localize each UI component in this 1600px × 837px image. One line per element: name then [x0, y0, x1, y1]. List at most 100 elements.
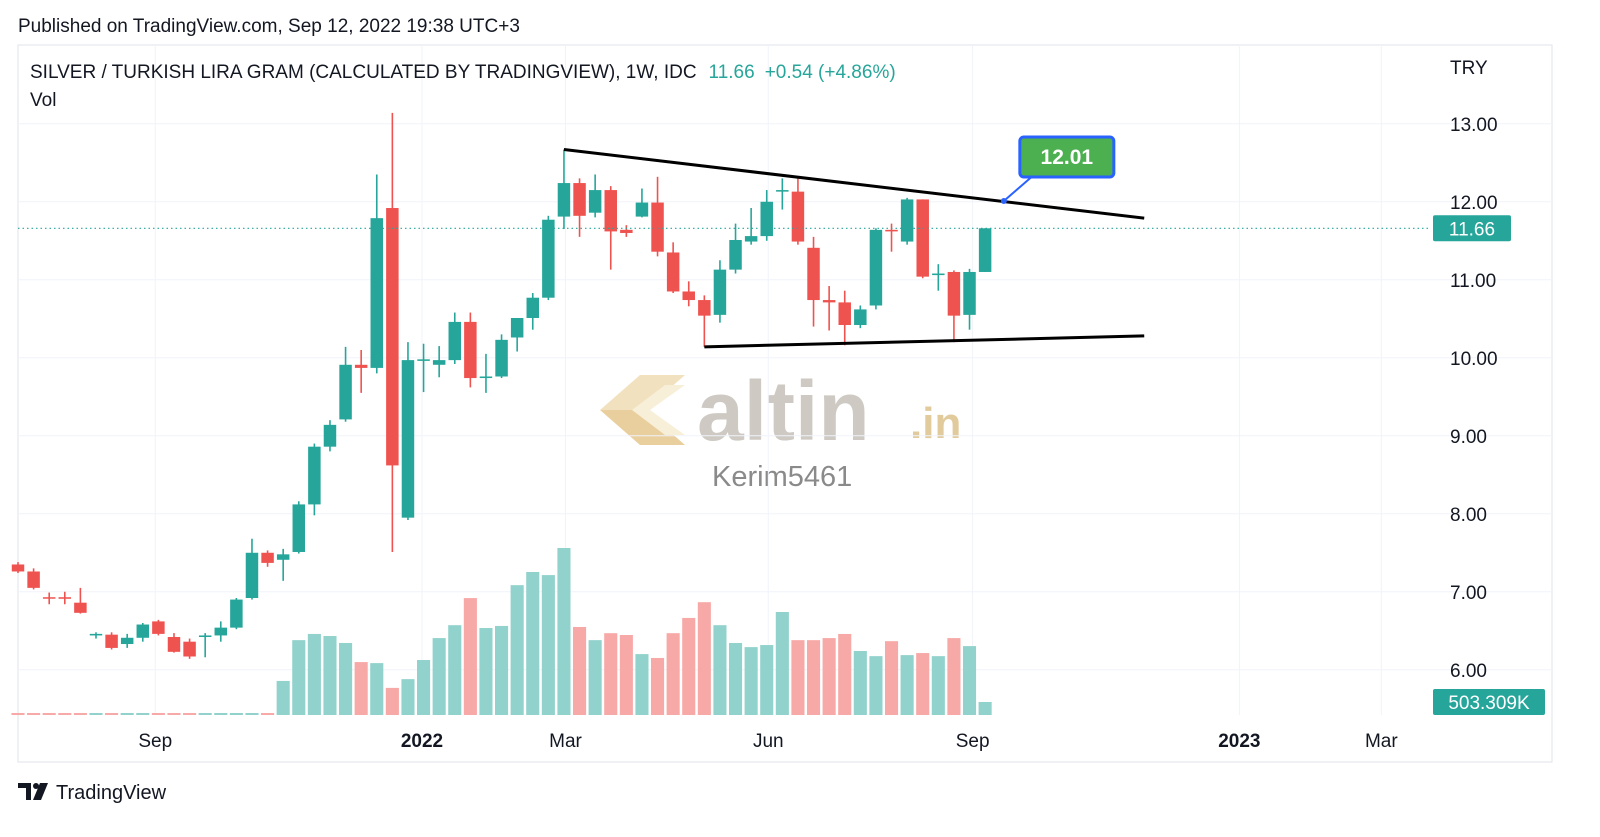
- volume-bar: [136, 713, 150, 715]
- plot-layer: [11, 45, 1552, 715]
- candle-body: [214, 627, 228, 636]
- y-tick-label: 10.00: [1450, 349, 1498, 370]
- volume-bar: [853, 650, 867, 715]
- volume-bar: [806, 640, 821, 715]
- candle-body: [932, 273, 945, 276]
- volume-bar: [261, 713, 275, 715]
- candle-body: [885, 229, 898, 232]
- watermark-author: Kerim5461: [712, 461, 852, 493]
- candle-body: [432, 360, 446, 365]
- candle-body: [542, 219, 555, 298]
- volume-bar: [385, 687, 399, 715]
- volume-bar: [307, 633, 321, 715]
- volume-bar: [604, 633, 618, 715]
- candle-body: [822, 300, 836, 303]
- volume-bar: [557, 548, 571, 715]
- volume-bar: [229, 713, 243, 715]
- volume-bar: [619, 634, 633, 715]
- candle-body: [682, 291, 695, 301]
- candle-body: [58, 597, 72, 599]
- volume-bar: [760, 645, 774, 715]
- header-change: +0.54 (+4.86%): [765, 62, 896, 83]
- volume-bar: [495, 625, 509, 715]
- volume-bar: [916, 653, 930, 715]
- candle-body: [526, 297, 539, 318]
- candle-body: [167, 637, 181, 652]
- volume-bar: [822, 638, 836, 715]
- candle-body: [479, 376, 493, 379]
- volume-bar: [354, 662, 368, 715]
- volume-bar: [650, 657, 665, 715]
- watermark-logo: [600, 375, 685, 410]
- volume-bar: [573, 626, 587, 715]
- candle-body: [588, 190, 602, 213]
- volume-bar: [962, 646, 977, 715]
- volume-bar: [479, 628, 493, 715]
- volume-bar: [417, 660, 431, 715]
- x-tick-label: 2022: [401, 731, 443, 752]
- volume-bar: [884, 641, 899, 715]
- candle-body: [635, 202, 649, 217]
- volume-bar: [713, 625, 727, 715]
- callout-box: [1018, 135, 1116, 179]
- callout-point: [1000, 197, 1007, 204]
- volume-bar: [323, 636, 337, 715]
- volume-bar: [151, 713, 165, 715]
- volume-bar: [339, 642, 353, 715]
- trendline: [704, 334, 1145, 349]
- currency-label: TRY: [1450, 58, 1488, 79]
- x-tick-label: Sep: [138, 731, 172, 752]
- candle-body: [573, 183, 586, 216]
- published-note: Published on TradingView.com, Sep 12, 20…: [18, 16, 520, 37]
- candle-body: [183, 641, 196, 657]
- candle-body: [339, 364, 352, 420]
- x-tick-label: Mar: [549, 731, 582, 752]
- candle-body: [276, 554, 290, 560]
- volume-bar: [214, 713, 228, 715]
- volume-bar: [42, 713, 56, 715]
- candle-body: [854, 309, 867, 326]
- last-price-label: 11.66: [1449, 219, 1495, 240]
- trendline: [563, 148, 1145, 220]
- candle-body: [370, 218, 384, 368]
- volume-bar: [401, 679, 415, 715]
- candle-body: [900, 199, 914, 242]
- candle-body: [448, 321, 462, 361]
- candle-body: [838, 302, 851, 326]
- volume-bar: [276, 680, 290, 715]
- candle-body: [308, 446, 321, 505]
- volume-bar: [11, 713, 25, 715]
- y-tick-label: 11.00: [1450, 271, 1496, 292]
- volume-bar: [869, 656, 883, 715]
- candle-body: [152, 621, 165, 634]
- candle-body: [230, 599, 243, 628]
- candle-body: [386, 208, 399, 466]
- candle-body: [698, 300, 711, 316]
- volume-bar: [448, 625, 462, 715]
- candle-body: [11, 564, 25, 572]
- volume-bar: [635, 654, 649, 715]
- candle-body: [557, 183, 571, 217]
- volume-title: Vol: [30, 90, 56, 111]
- volume-bar: [198, 713, 212, 715]
- volume-bar: [58, 713, 72, 715]
- volume-bar: [666, 633, 680, 715]
- candle-body: [417, 359, 430, 361]
- header-last-price: 11.66: [709, 62, 755, 83]
- candle-body: [261, 552, 274, 563]
- candle-body: [947, 271, 961, 316]
- volume-bar: [728, 642, 743, 715]
- volume-bar: [744, 647, 758, 715]
- candle-body: [198, 635, 212, 638]
- y-tick-label: 6.00: [1450, 661, 1487, 682]
- volume-bar: [931, 656, 945, 715]
- volume-bar: [588, 640, 602, 715]
- volume-bar: [775, 612, 789, 715]
- y-tick-label: 12.00: [1450, 193, 1498, 214]
- volume-bar: [463, 598, 477, 715]
- candle-body: [620, 229, 633, 233]
- candle-body: [292, 504, 306, 552]
- watermark: altin .in: [600, 364, 961, 458]
- chart-header: SILVER / TURKISH LIRA GRAM (CALCULATED B…: [30, 62, 896, 83]
